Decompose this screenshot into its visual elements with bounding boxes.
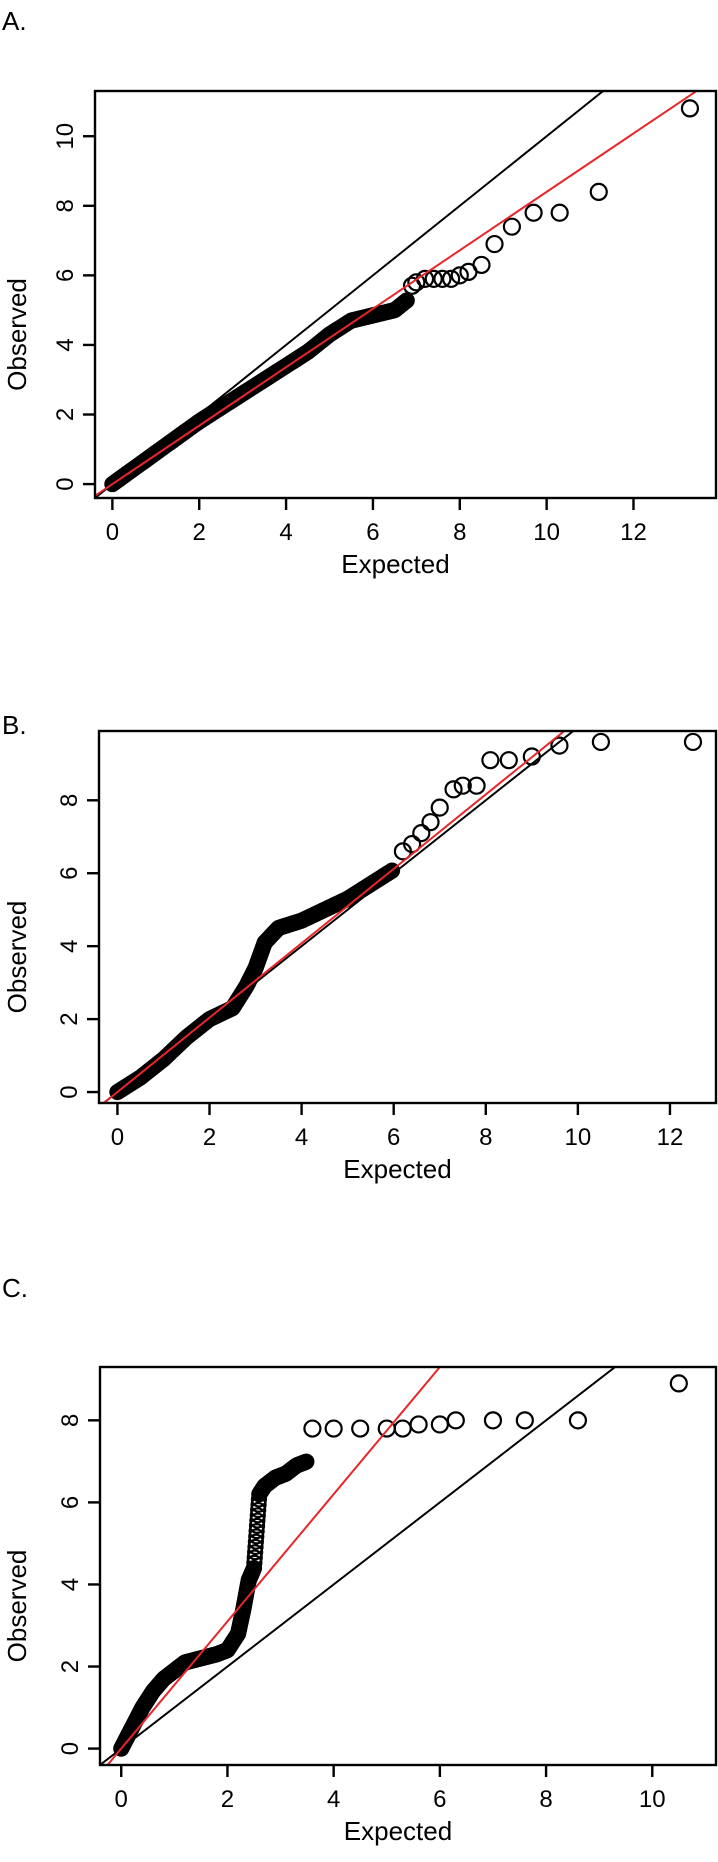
- x-tick-label: 4: [279, 519, 292, 546]
- y-tick-label: 8: [56, 794, 83, 807]
- y-axis-label: Observed: [2, 278, 32, 391]
- panel-label: A.: [2, 6, 27, 36]
- x-tick-label: 6: [387, 1124, 400, 1151]
- x-tick-label: 6: [433, 1786, 446, 1813]
- fit-line: [95, 91, 699, 497]
- x-tick-label: 0: [111, 1124, 124, 1151]
- x-tick-label: 2: [203, 1124, 216, 1151]
- plot-frame: [97, 729, 718, 1105]
- y-tick-label: 0: [57, 1742, 84, 1755]
- x-tick-label: 6: [366, 519, 379, 546]
- x-axis-label: Expected: [341, 549, 449, 579]
- y-tick-label: 2: [56, 1012, 83, 1025]
- y-tick-label: 2: [52, 408, 79, 421]
- data-points: [109, 732, 703, 1101]
- y-tick-label: 4: [57, 1578, 84, 1591]
- x-axis: 0 2 4 6 8 10 12 Expected: [106, 498, 647, 579]
- x-axis: 0 2 4 6 8 10 Expected: [115, 1765, 666, 1846]
- x-tick-label: 8: [453, 519, 466, 546]
- data-points: [104, 99, 700, 493]
- data-points: [113, 1374, 688, 1757]
- y-tick-label: 0: [56, 1085, 83, 1098]
- x-tick-label: 0: [115, 1786, 128, 1813]
- y-tick-label: 4: [56, 939, 83, 952]
- y-axis: 0 2 4 6 8 Observed: [2, 794, 99, 1099]
- x-tick-label: 10: [565, 1124, 592, 1151]
- y-tick-label: 6: [57, 1496, 84, 1509]
- x-tick-label: 8: [479, 1124, 492, 1151]
- x-tick-label: 4: [327, 1786, 340, 1813]
- y-tick-label: 2: [57, 1660, 84, 1673]
- x-axis-label: Expected: [344, 1816, 452, 1846]
- x-tick-label: 0: [106, 519, 119, 546]
- y-tick-label: 8: [52, 199, 79, 212]
- y-axis: 0 2 4 6 8 Observed: [2, 1414, 100, 1755]
- x-tick-label: 8: [539, 1786, 552, 1813]
- panel-c: C. 0 2 4 6 8 10 Expected 0 2 4 6 8 Observed: [2, 1273, 718, 1846]
- fit-line: [102, 731, 566, 1103]
- y-tick-label: 0: [52, 477, 79, 490]
- y-tick-label: 8: [57, 1414, 84, 1427]
- x-tick-label: 4: [295, 1124, 308, 1151]
- x-tick-label: 12: [620, 519, 647, 546]
- x-tick-label: 2: [193, 519, 206, 546]
- x-axis-label: Expected: [343, 1154, 451, 1184]
- x-tick-label: 10: [533, 519, 560, 546]
- x-tick-label: 12: [657, 1124, 684, 1151]
- panel-label: B.: [2, 710, 27, 740]
- fit-line: [106, 1367, 442, 1765]
- identity-line: [101, 731, 575, 1103]
- x-tick-label: 2: [221, 1786, 234, 1813]
- y-tick-label: 6: [56, 867, 83, 880]
- x-axis: 0 2 4 6 8 10 12 Expected: [111, 1103, 684, 1184]
- y-axis-label: Observed: [2, 901, 32, 1014]
- y-tick-label: 10: [52, 123, 79, 150]
- panel-b: B. 0 2 4 6 8 10 12 Expected 0 2 4 6 8 Observed: [2, 710, 718, 1184]
- plot-frame: [93, 89, 718, 500]
- y-tick-label: 4: [52, 338, 79, 351]
- x-tick-label: 10: [639, 1786, 666, 1813]
- identity-line: [95, 91, 605, 498]
- y-axis: 0 2 4 6 8 10 Observed: [2, 123, 95, 491]
- panel-label: C.: [2, 1273, 28, 1303]
- identity-line: [100, 1367, 617, 1765]
- y-tick-label: 6: [52, 269, 79, 282]
- panel-a: A. 0 2 4 6 8 10 12 Expected 0 2 4 6 8 10 Observed: [2, 6, 718, 579]
- plot-frame: [98, 1365, 718, 1767]
- y-axis-label: Observed: [2, 1550, 32, 1663]
